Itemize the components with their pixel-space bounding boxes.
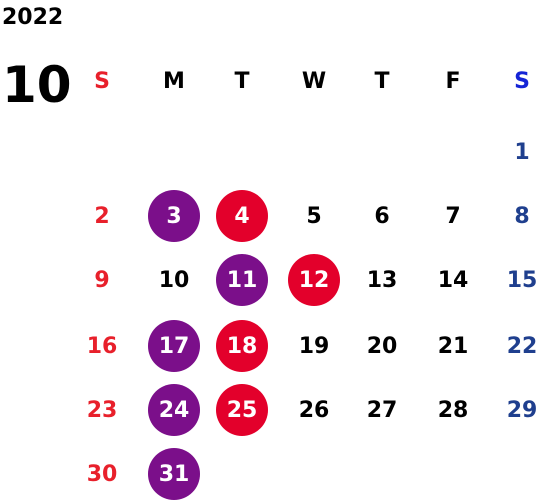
day-cell-12[interactable]: 12 bbox=[288, 254, 340, 306]
weekday-header-tuesday: T bbox=[234, 68, 250, 94]
day-cell-14[interactable]: 14 bbox=[437, 267, 469, 293]
weekday-header-monday: M bbox=[163, 68, 185, 94]
year-label: 2022 bbox=[2, 5, 64, 30]
day-cell-31[interactable]: 31 bbox=[148, 448, 200, 500]
day-cell-13[interactable]: 13 bbox=[366, 267, 398, 293]
weekday-header-thursday: T bbox=[374, 68, 390, 94]
day-cell-22[interactable]: 22 bbox=[506, 333, 538, 359]
day-cell-16[interactable]: 16 bbox=[86, 333, 118, 359]
day-cell-2[interactable]: 2 bbox=[94, 203, 110, 229]
day-cell-29[interactable]: 29 bbox=[506, 397, 538, 423]
day-cell-21[interactable]: 21 bbox=[437, 333, 469, 359]
weekday-header-wednesday: W bbox=[301, 68, 327, 94]
day-cell-9[interactable]: 9 bbox=[94, 267, 110, 293]
day-cell-7[interactable]: 7 bbox=[445, 203, 461, 229]
day-cell-26[interactable]: 26 bbox=[298, 397, 330, 423]
day-cell-30[interactable]: 30 bbox=[86, 461, 118, 487]
weekday-header-sunday: S bbox=[94, 68, 110, 94]
day-cell-23[interactable]: 23 bbox=[86, 397, 118, 423]
day-cell-18[interactable]: 18 bbox=[216, 320, 268, 372]
day-cell-17[interactable]: 17 bbox=[148, 320, 200, 372]
day-cell-4[interactable]: 4 bbox=[216, 190, 268, 242]
month-label: 10 bbox=[2, 56, 72, 114]
day-cell-27[interactable]: 27 bbox=[366, 397, 398, 423]
day-cell-28[interactable]: 28 bbox=[437, 397, 469, 423]
day-cell-24[interactable]: 24 bbox=[148, 384, 200, 436]
day-cell-19[interactable]: 19 bbox=[298, 333, 330, 359]
day-cell-11[interactable]: 11 bbox=[216, 254, 268, 306]
day-cell-3[interactable]: 3 bbox=[148, 190, 200, 242]
day-cell-5[interactable]: 5 bbox=[306, 203, 322, 229]
day-cell-6[interactable]: 6 bbox=[374, 203, 390, 229]
day-cell-10[interactable]: 10 bbox=[158, 267, 190, 293]
weekday-header-saturday: S bbox=[514, 68, 530, 94]
weekday-header-friday: F bbox=[445, 68, 461, 94]
day-cell-25[interactable]: 25 bbox=[216, 384, 268, 436]
day-cell-1[interactable]: 1 bbox=[514, 139, 530, 165]
day-cell-15[interactable]: 15 bbox=[506, 267, 538, 293]
day-cell-20[interactable]: 20 bbox=[366, 333, 398, 359]
day-cell-8[interactable]: 8 bbox=[514, 203, 530, 229]
